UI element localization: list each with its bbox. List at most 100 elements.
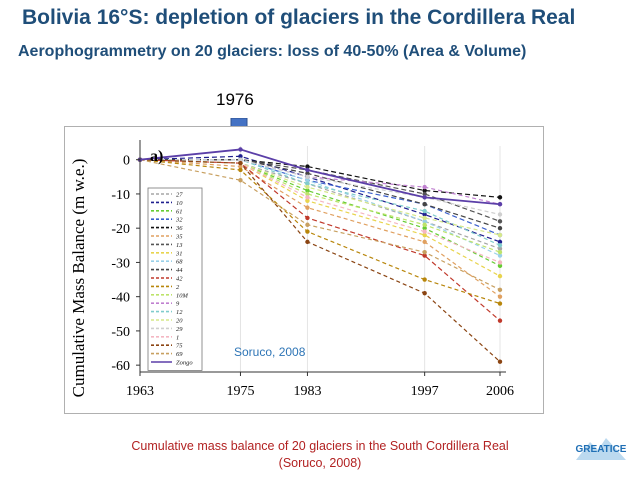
x-tick-label: 1975 <box>226 384 254 399</box>
y-tick-label: -50 <box>111 325 130 340</box>
slide-title: Bolivia 16°S: depletion of glaciers in t… <box>22 6 576 29</box>
data-point <box>497 243 503 248</box>
data-point <box>422 202 427 207</box>
series-line <box>139 159 501 267</box>
data-point <box>497 318 503 323</box>
data-point <box>305 184 310 190</box>
legend-label: 2 <box>176 284 180 291</box>
legend-label: 10M <box>176 292 189 299</box>
data-point <box>497 287 503 293</box>
y-tick-label: -30 <box>111 256 130 271</box>
legend-label: 29 <box>176 326 183 333</box>
source-note: Soruco, 2008 <box>234 345 306 359</box>
data-point <box>422 222 427 227</box>
data-point <box>497 195 503 200</box>
legend-label: 42 <box>176 276 183 283</box>
data-point <box>305 178 310 183</box>
data-point <box>238 147 243 152</box>
data-point <box>305 229 310 234</box>
caption-line-2: (Soruco, 2008) <box>278 456 362 470</box>
data-point <box>238 157 243 162</box>
data-point <box>497 263 503 269</box>
data-point <box>238 167 243 173</box>
x-tick-label: 1983 <box>293 384 321 399</box>
data-point <box>497 246 503 251</box>
legend-label: 69 <box>176 351 183 358</box>
legend-label: 10 <box>176 200 183 207</box>
x-tick-label: 1963 <box>126 384 154 399</box>
data-point <box>422 239 427 245</box>
legend-label: 12 <box>176 309 183 316</box>
x-tick-label: 2006 <box>486 384 514 399</box>
data-point <box>422 253 427 258</box>
data-point <box>422 225 427 231</box>
legend-label: 75 <box>176 343 183 350</box>
y-tick-label: -40 <box>111 291 130 306</box>
data-point <box>497 260 503 265</box>
series-line <box>139 159 501 298</box>
data-point <box>238 178 243 183</box>
data-point <box>422 184 427 190</box>
legend-label: 13 <box>176 242 183 249</box>
data-point <box>497 202 503 207</box>
data-point <box>422 249 427 255</box>
caption-line-1: Cumulative mass balance of 20 glaciers i… <box>131 439 509 453</box>
figure-caption: Cumulative mass balance of 20 glaciers i… <box>40 438 600 472</box>
legend-label: 9 <box>176 301 180 308</box>
data-point <box>238 154 243 159</box>
data-point <box>422 212 427 217</box>
legend-label: 61 <box>176 208 183 215</box>
data-point <box>305 215 310 221</box>
data-point <box>305 239 310 245</box>
data-point <box>497 225 503 231</box>
data-point <box>422 229 427 234</box>
data-point <box>497 253 503 258</box>
year-marker-label: 1976 <box>216 90 254 109</box>
x-tick-label: 1997 <box>411 384 439 399</box>
series-line <box>139 159 501 253</box>
data-point <box>238 164 243 169</box>
y-tick-label: -10 <box>111 188 130 203</box>
chart-border <box>64 126 544 414</box>
legend-label: 1 <box>176 334 179 341</box>
data-point <box>497 301 503 306</box>
data-point <box>305 171 310 176</box>
y-tick-label: -20 <box>111 222 130 237</box>
y-axis-title: Cumulative Mass Balance (m w.e.) <box>69 159 88 398</box>
panel-label: a) <box>150 148 163 165</box>
y-tick-label: -60 <box>111 359 130 374</box>
data-point <box>422 195 427 200</box>
data-point <box>422 208 427 214</box>
legend-label: 44 <box>176 267 183 274</box>
logo-text: GREATICE <box>576 444 627 455</box>
data-point <box>422 232 427 238</box>
data-point <box>422 277 427 282</box>
data-point <box>422 188 427 193</box>
data-point <box>305 198 310 203</box>
data-point <box>305 205 310 210</box>
data-point <box>238 160 243 166</box>
data-point <box>422 215 427 221</box>
data-point <box>497 359 503 364</box>
legend-label: 35 <box>175 234 183 241</box>
data-point <box>305 195 310 200</box>
data-point <box>422 191 427 197</box>
data-point <box>305 222 310 227</box>
data-point <box>497 232 503 238</box>
data-point <box>305 167 310 173</box>
legend-label: 31 <box>175 250 183 257</box>
data-point <box>497 239 503 245</box>
slide-subtitle: Aerophogrammetry on 20 glaciers: loss of… <box>18 43 527 60</box>
legend-label: 27 <box>176 192 183 199</box>
legend-label: 20 <box>176 318 183 325</box>
legend-box <box>147 187 203 371</box>
data-point <box>497 249 503 255</box>
data-point <box>422 291 427 296</box>
data-point <box>497 294 503 299</box>
data-point <box>305 191 310 197</box>
data-point <box>497 212 503 217</box>
legend-label: Zongo <box>176 360 193 367</box>
greatice-logo: GREATICE <box>576 438 627 460</box>
y-tick-label: 0 <box>123 154 130 169</box>
